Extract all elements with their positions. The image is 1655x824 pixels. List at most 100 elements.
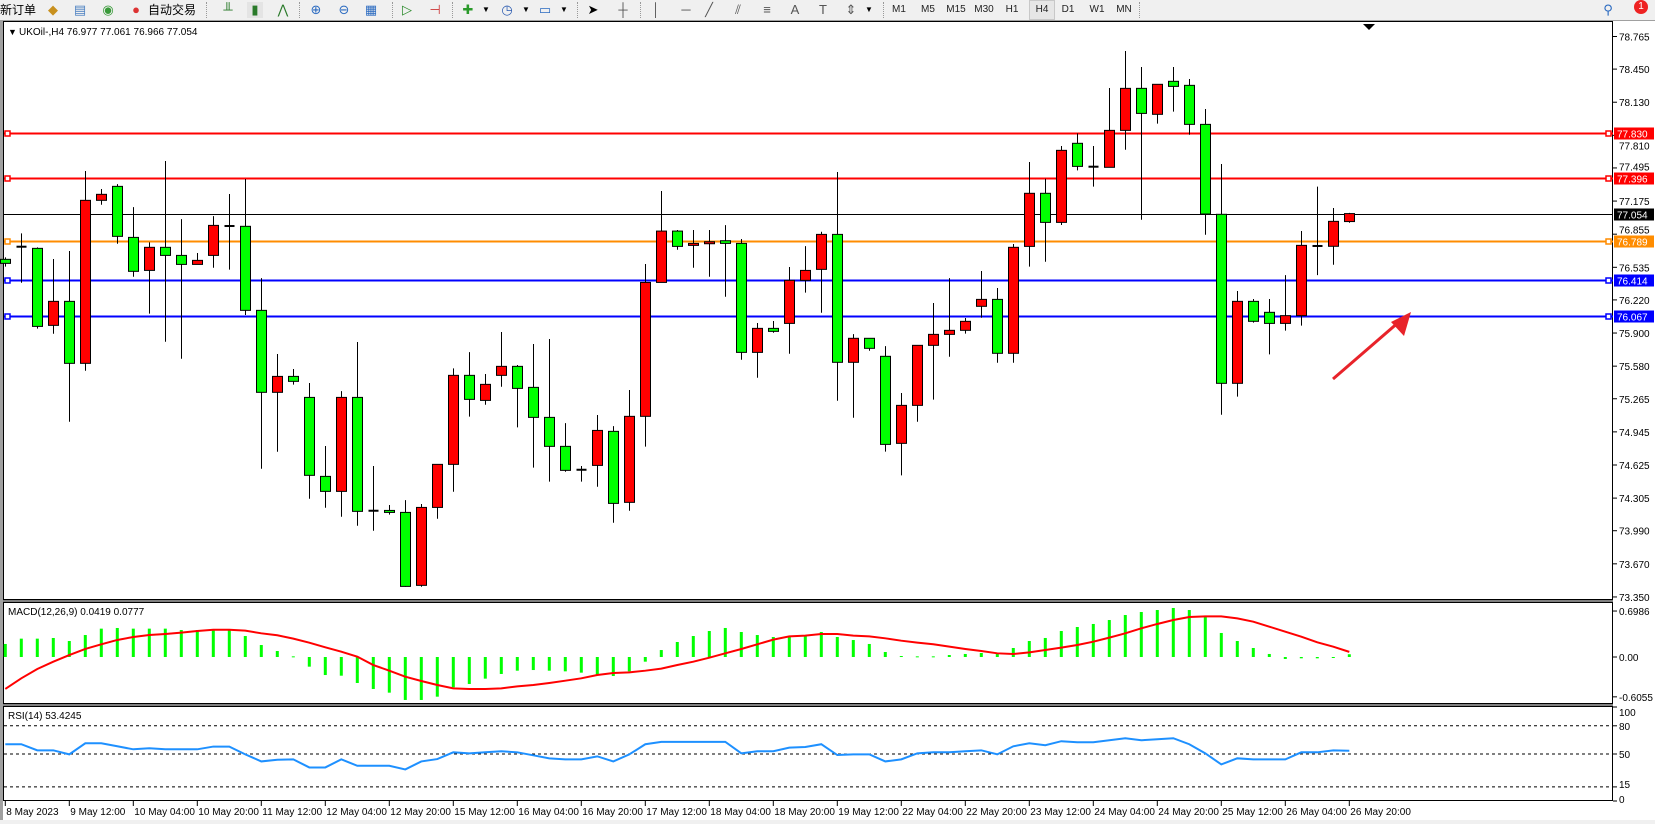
bullish-candle — [96, 193, 107, 201]
rsi-tick-label: 15 — [1619, 780, 1631, 791]
bearish-candle — [320, 475, 331, 492]
chart-shift-marker-icon[interactable] — [1363, 24, 1375, 30]
templates-icon[interactable]: ▭ — [538, 2, 552, 17]
vertical-line-icon[interactable]: │ — [651, 2, 661, 17]
time-tick-label: 16 May 04:00 — [518, 807, 579, 818]
macd-histogram-bar — [115, 627, 119, 657]
price-tick-label: 73.350 — [1619, 593, 1650, 604]
toolbar-separator — [392, 2, 393, 18]
search-icon[interactable]: ⚲ — [1603, 2, 1613, 17]
bearish-candle — [1216, 213, 1227, 384]
collapse-triangle-icon[interactable]: ▼ — [8, 27, 17, 37]
macd-histogram-bar — [851, 640, 855, 657]
bearish-candle — [464, 374, 475, 400]
cursor-icon[interactable]: ➤ — [587, 2, 599, 17]
zoom-out-icon[interactable]: ⊖ — [338, 2, 350, 17]
macd-histogram-bar — [1203, 616, 1207, 657]
chevron-down-icon[interactable]: ▼ — [482, 5, 490, 14]
macd-histogram-bar — [371, 657, 375, 689]
macd-histogram-bar — [771, 636, 775, 657]
price-pane[interactable]: ▼ UKOil-,H4 76.977 77.061 76.966 77.054 … — [0, 21, 1655, 604]
macd-histogram-bar — [67, 641, 71, 657]
zoom-in-icon[interactable]: ⊕ — [310, 2, 322, 17]
timeframe-m1-button[interactable]: M1 — [892, 4, 906, 15]
chevron-down-icon[interactable]: ▼ — [522, 5, 530, 14]
toolbar-separator — [883, 2, 884, 18]
indicators-icon[interactable]: ✚ — [462, 2, 474, 17]
price-tick-label: 74.945 — [1619, 428, 1650, 439]
macd-histogram-bar — [1139, 611, 1143, 657]
equidistant-channel-icon[interactable]: ⫽ — [735, 2, 741, 17]
bullish-candle — [432, 463, 443, 508]
bullish-candle — [448, 374, 459, 465]
bullish-candle — [1296, 244, 1307, 317]
time-tick-label: 24 May 20:00 — [1158, 807, 1219, 818]
macd-histogram-bar — [227, 630, 231, 657]
bearish-candle — [1072, 142, 1083, 167]
auto-scroll-icon[interactable]: ▷ — [402, 2, 412, 17]
market-watch-icon[interactable]: ◆ — [48, 2, 58, 17]
text-label-icon[interactable]: T — [819, 2, 827, 17]
autotrade-button[interactable]: 自动交易 — [148, 3, 197, 17]
timeframe-m30-button[interactable]: M30 — [974, 4, 994, 15]
data-window-icon[interactable]: ▤ — [73, 2, 87, 17]
new-order-button[interactable]: 新订单 — [0, 3, 37, 17]
doji-candle — [224, 225, 235, 228]
bar-chart-icon[interactable]: ╨ — [223, 2, 233, 17]
bearish-candle — [0, 258, 11, 264]
horizontal-line-icon[interactable]: ─ — [681, 2, 691, 17]
price-tick-label: 76.220 — [1619, 296, 1650, 307]
bullish-candle — [48, 300, 59, 326]
bearish-candle — [304, 396, 315, 476]
arrows-icon[interactable]: ⇕ — [845, 2, 857, 17]
chevron-down-icon[interactable]: ▼ — [865, 5, 873, 14]
candlestick-icon[interactable]: ▮ — [247, 2, 263, 18]
bearish-candle — [880, 355, 891, 445]
line-anchor-handle — [1605, 238, 1612, 245]
bullish-candle — [784, 279, 795, 324]
timeframe-m5-button[interactable]: M5 — [921, 4, 935, 15]
chart-shift-icon[interactable]: ⊣ — [429, 2, 441, 17]
macd-histogram-bar — [1235, 641, 1239, 657]
chevron-down-icon[interactable]: ▼ — [560, 5, 568, 14]
candles — [0, 50, 1355, 587]
timeframe-w1-button[interactable]: W1 — [1089, 4, 1105, 15]
bullish-candle — [208, 224, 219, 256]
fibonacci-icon[interactable]: ≡ — [763, 2, 771, 17]
periods-icon[interactable]: ◷ — [501, 2, 513, 17]
bearish-candle — [672, 230, 683, 247]
autotrade-icon[interactable]: ● — [132, 2, 140, 17]
crosshair-icon[interactable]: ┼ — [618, 2, 628, 17]
trendline-icon[interactable]: ╱ — [705, 2, 713, 17]
bearish-candle — [608, 430, 619, 504]
chart-window[interactable]: ▼ UKOil-,H4 76.977 77.061 76.966 77.054 … — [0, 21, 1655, 824]
timeframe-d1-button[interactable]: D1 — [1061, 4, 1075, 15]
line-chart-icon[interactable]: ⋀ — [277, 2, 289, 17]
bullish-candle — [640, 281, 651, 417]
timeframe-h4-button[interactable]: H4 — [1029, 0, 1055, 20]
timeframe-mn-button[interactable]: MN — [1116, 4, 1132, 15]
macd-histogram-bar — [451, 657, 455, 688]
tile-windows-icon[interactable]: ▦ — [364, 2, 378, 17]
macd-histogram-bar — [995, 653, 999, 657]
macd-histogram-bar — [675, 641, 679, 657]
price-line-label: 76.414 — [1617, 277, 1648, 288]
macd-histogram-bar — [803, 636, 807, 657]
rsi-pane[interactable]: RSI(14) 53.4245 100 80 50 15 0 — [3, 704, 1636, 806]
price-tick-label: 78.450 — [1619, 65, 1650, 76]
macd-histogram-bar — [195, 630, 199, 657]
navigator-icon[interactable]: ◉ — [102, 2, 114, 17]
text-icon[interactable]: A — [790, 2, 800, 17]
macd-pane[interactable]: MACD(12,26,9) 0.0419 0.0777 0.6986 0.00 -0… — [3, 600, 1653, 704]
bearish-candle — [1136, 87, 1147, 114]
bullish-candle — [192, 259, 203, 265]
timeframe-m15-button[interactable]: M15 — [946, 4, 966, 15]
notification-badge[interactable]: 1 — [1634, 0, 1648, 14]
price-tick-label: 77.175 — [1619, 197, 1650, 208]
time-tick-label: 12 May 04:00 — [326, 807, 387, 818]
macd-histogram-bar — [35, 638, 39, 657]
time-tick-label: 12 May 20:00 — [390, 807, 451, 818]
macd-tick-label: 0.6986 — [1619, 607, 1650, 618]
macd-histogram-bar — [435, 657, 439, 697]
timeframe-h1-button[interactable]: H1 — [1005, 4, 1019, 15]
